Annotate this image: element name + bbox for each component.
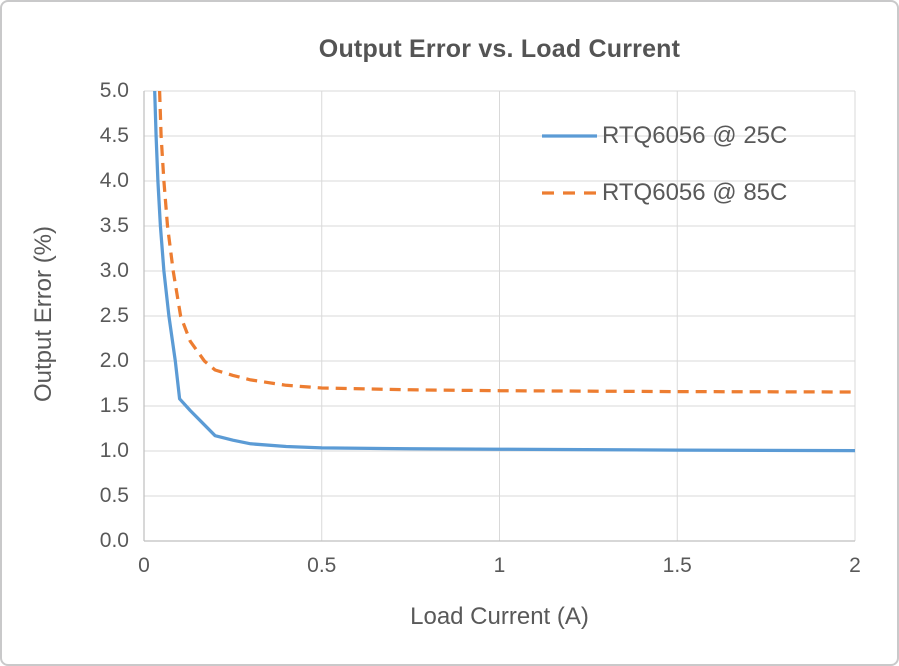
series-line-85c [157, 90, 856, 394]
series-line-25c [153, 90, 856, 453]
y-axis-title: Output Error (%) [30, 225, 57, 403]
chart-title: Output Error vs. Load Current [318, 35, 681, 63]
x-axis-title: Load Current (A) [410, 603, 589, 630]
y-tick-label: 4.5 [99, 124, 129, 147]
legend-item-25c: RTQ6056 @ 25C [542, 122, 787, 150]
y-tick-label: 1.0 [99, 439, 129, 462]
x-tick-label: 2 [849, 554, 861, 577]
x-tick-label: 1 [493, 554, 506, 577]
legend-item-85c: RTQ6056 @ 85C [542, 179, 787, 207]
legend-label-85c: RTQ6056 @ 85C [602, 179, 788, 206]
y-tick-label: 2.5 [99, 304, 129, 327]
x-tick-label: 0.5 [307, 554, 337, 577]
x-tick-label: 0 [138, 554, 150, 577]
y-tick-label: 4.0 [99, 169, 129, 192]
solid-line-icon [542, 134, 597, 138]
y-tick-label: 0.0 [99, 529, 129, 552]
y-tick-label: 3.0 [99, 259, 129, 282]
y-tick-label: 2.0 [99, 349, 129, 372]
y-tick-label: 3.5 [99, 214, 129, 237]
dashed-line-icon [542, 191, 597, 195]
y-tick-label: 1.5 [99, 394, 129, 417]
legend-label-25c: RTQ6056 @ 25C [602, 122, 788, 149]
y-tick-label: 0.5 [99, 484, 129, 507]
x-tick-label: 1.5 [662, 554, 692, 577]
y-tick-label: 5.0 [99, 79, 129, 102]
